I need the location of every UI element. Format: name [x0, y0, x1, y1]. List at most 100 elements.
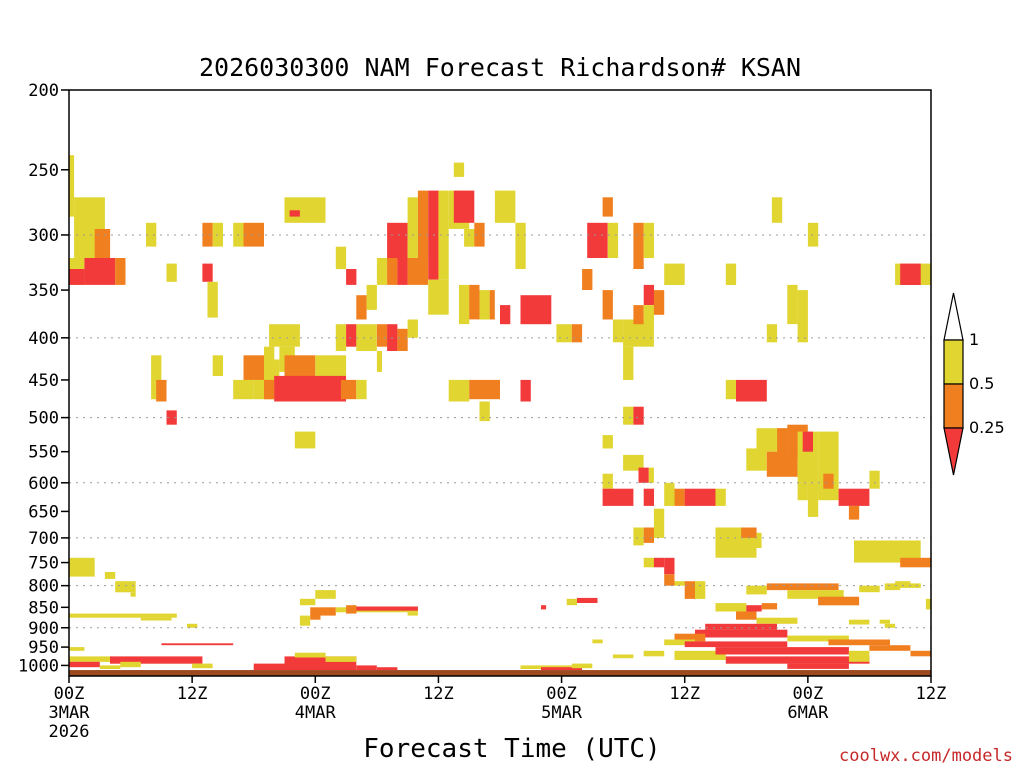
ri-patch-yel [115, 581, 136, 593]
ri-patch-yel [746, 448, 767, 471]
ri-patch-red [84, 258, 116, 285]
x-tick-label: 00Z [300, 684, 331, 704]
ri-patch-yel [633, 527, 644, 546]
y-tick-label: 950 [28, 638, 59, 658]
ri-patch-yel [459, 284, 470, 325]
y-tick-label: 350 [28, 281, 59, 301]
ri-patch-red [900, 263, 921, 285]
ri-patch-red [397, 258, 408, 285]
ri-patch-red [453, 190, 475, 223]
ri-patch-org [761, 603, 778, 610]
ri-patch-red [520, 295, 552, 325]
ri-patch-yel [69, 613, 177, 618]
ri-patch-yel [592, 639, 603, 644]
ri-patch-yel [602, 435, 613, 449]
ri-patch-yel [130, 592, 136, 597]
ri-patch-red [69, 661, 100, 668]
ri-patch-org [94, 229, 111, 259]
y-tick-label: 900 [28, 619, 59, 639]
ri-patch-yel [648, 467, 654, 483]
ri-patch-yel [264, 359, 280, 380]
ri-patch-yel [715, 603, 747, 612]
ri-patch-red [602, 488, 634, 506]
ri-patch-red [695, 629, 788, 638]
ri-patch-red [346, 269, 357, 285]
ri-patch-yel [756, 532, 762, 548]
ri-patch-org [202, 222, 213, 247]
ri-patch-yel [771, 197, 783, 223]
ri-patch-org [264, 379, 275, 400]
ri-patch-yel [854, 540, 921, 563]
ri-patch-yel [438, 190, 449, 280]
legend-top-arrow [943, 292, 964, 341]
ri-patch-yel [664, 639, 695, 646]
ri-patch-yel [192, 663, 213, 669]
ri-patch-yel [725, 263, 737, 285]
ri-patch-org [284, 355, 316, 380]
y-tick-label: 800 [28, 577, 59, 597]
ri-patch-red [787, 663, 849, 669]
ri-patch-yel [325, 656, 357, 662]
ri-patch-red [356, 606, 418, 611]
ri-patch-yel [787, 635, 849, 642]
ri-patch-yel [859, 585, 880, 593]
ri-patch-org [243, 355, 264, 380]
ri-patch-red [587, 222, 608, 258]
ri-patch-yel [725, 379, 737, 400]
ri-patch-yel [797, 290, 808, 343]
ri-patch-yel [746, 585, 767, 595]
ri-patch-org [848, 505, 860, 520]
x-tick-label: 12Z [669, 684, 700, 704]
x-axis-title: Forecast Time (UTC) [363, 734, 660, 764]
ri-patch-yel [623, 406, 634, 425]
ri-patch-yel [166, 263, 177, 282]
x-tick-label: 00Z [546, 684, 577, 704]
legend-label: 0.5 [969, 374, 994, 393]
ground-below-surface [69, 670, 931, 676]
y-tick-label: 650 [28, 502, 59, 522]
ri-patch-org [900, 557, 931, 568]
ri-patch-red [653, 557, 665, 568]
ri-patch-org [633, 305, 644, 325]
ri-patch-yel [294, 652, 326, 658]
ri-patch-org [571, 324, 583, 343]
ri-patch-red [638, 467, 649, 483]
ri-patch-red [684, 641, 788, 648]
ri-patch-yel [146, 222, 157, 247]
ri-patch-yel [674, 650, 726, 660]
ri-patch-yel [643, 557, 654, 568]
ri-patch-org [376, 324, 388, 347]
ri-patch-yel [233, 379, 254, 400]
x-tick-label: 00Z [792, 684, 823, 704]
x-tick-label: 5MAR [541, 703, 583, 723]
ri-patch-yel [99, 665, 121, 669]
legend-bottom-arrow [943, 427, 964, 476]
ri-patch-red [356, 665, 377, 670]
ri-patches [69, 155, 931, 671]
ri-patch-yel [299, 615, 311, 626]
ri-patch-yel [453, 162, 465, 177]
ri-patch-yel [120, 661, 141, 668]
y-tick-label: 400 [28, 329, 59, 349]
ri-patch-yel [612, 319, 624, 343]
x-tick-label: 12Z [177, 684, 208, 704]
colorbar-legend: 1 0.5 0.25 [943, 292, 1005, 476]
ri-patch-yel [643, 305, 654, 325]
ri-patch-red [725, 656, 870, 664]
ri-patch-yel [695, 581, 706, 599]
chart-title: 2026030300 NAM Forecast Richardson# KSAN [199, 53, 801, 82]
ri-patch-org [469, 379, 500, 400]
ri-patch-org [156, 379, 167, 402]
ri-patch-yel [407, 319, 418, 338]
ri-patch-org [823, 473, 834, 489]
x-tick-label: 4MAR [295, 703, 337, 723]
y-tick-label: 750 [28, 554, 59, 574]
ri-patch-yel [269, 324, 300, 347]
ri-patch-red [387, 222, 408, 261]
ri-patch-org [684, 581, 695, 599]
ri-patch-yel [848, 619, 870, 625]
ri-patch-red [376, 667, 398, 670]
ri-patch-yel [715, 488, 726, 506]
ri-patch-red [664, 557, 675, 575]
ri-patch-yel [556, 324, 572, 343]
